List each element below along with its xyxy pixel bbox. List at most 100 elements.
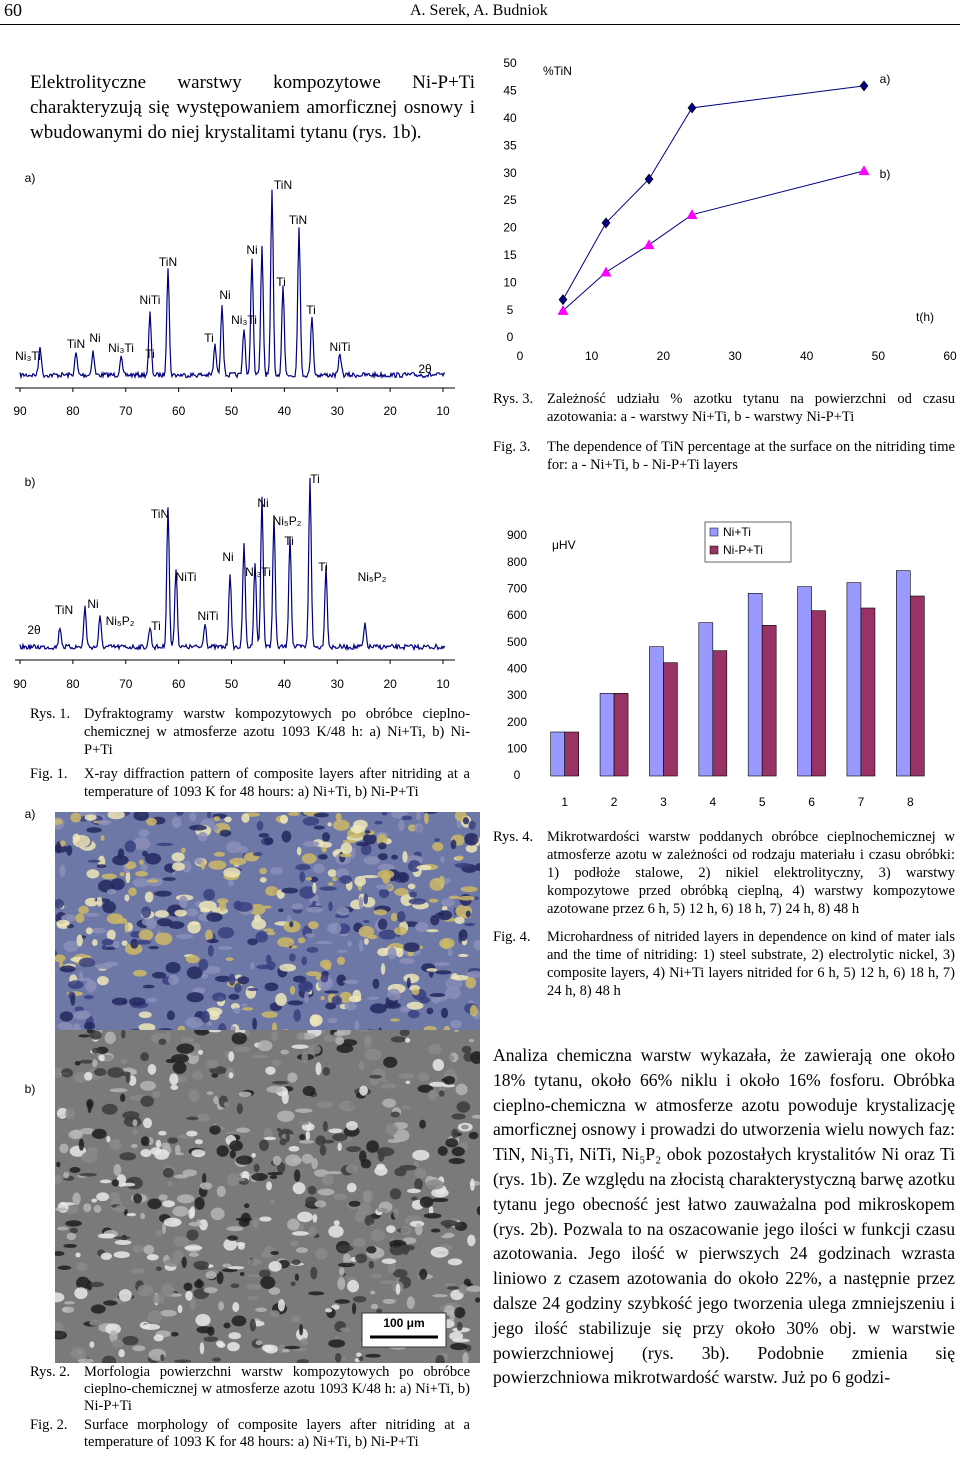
grain	[260, 1251, 272, 1258]
grain	[448, 895, 460, 900]
peak-label: Ti	[284, 534, 294, 548]
caption-text: Zależność udziału % azotku tytanu na pow…	[547, 391, 955, 425]
grain	[466, 1285, 480, 1292]
series-line	[562, 85, 865, 300]
grain	[252, 852, 263, 857]
grain	[440, 856, 445, 863]
grain	[432, 1294, 448, 1298]
grain	[95, 963, 113, 970]
grain	[138, 929, 154, 941]
grain	[112, 940, 120, 949]
grain	[87, 1100, 92, 1114]
grain	[355, 1253, 368, 1264]
fig1-caption: Rys. 1. Dyfraktogramy warstw kompozytowyc…	[30, 705, 470, 807]
grain	[364, 1048, 382, 1061]
grain	[296, 1032, 305, 1041]
header: 60 A. Serek, A. Budniok	[0, 0, 960, 25]
grain	[138, 1011, 152, 1019]
grain	[247, 938, 258, 946]
grain	[320, 974, 329, 983]
grain	[474, 896, 479, 900]
grain	[327, 822, 332, 827]
grain	[156, 842, 174, 847]
legend-label: Ni+Ti	[723, 525, 751, 539]
grain	[378, 888, 390, 899]
grain	[428, 1205, 434, 1216]
grain	[96, 864, 107, 869]
bar	[564, 731, 579, 777]
grain	[312, 882, 317, 894]
grain	[352, 1302, 357, 1315]
grain	[265, 1066, 276, 1075]
grain	[290, 1240, 299, 1247]
x-tick-label: 3	[660, 795, 667, 809]
grain	[442, 1084, 456, 1088]
grain	[202, 1172, 207, 1185]
grain	[213, 1096, 219, 1105]
caption-label: Fig. 3.	[493, 439, 531, 455]
grain	[263, 1136, 277, 1141]
grain	[78, 905, 89, 914]
grain	[291, 1231, 309, 1236]
grain	[255, 931, 268, 943]
grain	[456, 1321, 463, 1331]
peak-label: Ti	[276, 275, 286, 289]
grain	[155, 1266, 163, 1271]
grain	[434, 837, 440, 842]
grain	[359, 1150, 367, 1163]
x-tick-label: 4	[709, 795, 716, 809]
grain	[77, 1358, 94, 1363]
grain	[451, 975, 470, 981]
y-tick-label: 25	[503, 193, 517, 207]
grain	[153, 1334, 164, 1342]
grain	[321, 1174, 334, 1186]
grain	[302, 841, 320, 847]
grain	[175, 812, 184, 816]
grain	[295, 1247, 308, 1254]
grain	[399, 1030, 410, 1037]
caption-label: Fig. 1.	[30, 766, 68, 782]
grain	[412, 1149, 430, 1161]
grain	[67, 980, 84, 990]
grain	[383, 1001, 401, 1009]
grain	[339, 1327, 351, 1332]
grain	[89, 1341, 95, 1348]
grain	[394, 888, 409, 897]
grain	[301, 1051, 309, 1064]
grain	[414, 1178, 423, 1191]
grain	[223, 1101, 230, 1108]
fig2-caption: Rys. 2. Morfologia powierzchni warstw kom…	[30, 1364, 470, 1457]
grain	[181, 860, 192, 873]
grain	[382, 1098, 397, 1108]
y-axis-label: μHV	[552, 538, 576, 552]
caption-text: X-ray diffraction pattern of composite l…	[84, 766, 470, 800]
grain	[72, 833, 81, 843]
grain	[57, 1201, 69, 1213]
intro-text: Elektrolityczne warstwy kompozytowe Ni-P…	[30, 72, 475, 143]
grain	[203, 888, 216, 901]
grain	[187, 921, 201, 934]
grain	[133, 1193, 143, 1204]
grain	[337, 1142, 342, 1152]
grain	[256, 820, 264, 831]
grain	[276, 1127, 281, 1132]
grain	[271, 1030, 279, 1041]
grain	[432, 1059, 445, 1072]
grain	[363, 856, 380, 865]
grain	[342, 1253, 352, 1266]
grain	[216, 1271, 224, 1285]
grain	[344, 1002, 357, 1011]
grain	[476, 1205, 480, 1216]
grain	[313, 825, 325, 830]
grain	[295, 864, 311, 871]
grain	[132, 1129, 138, 1135]
grain	[143, 1244, 155, 1255]
grain	[86, 981, 97, 989]
grain	[236, 1103, 243, 1115]
grain	[60, 840, 66, 847]
grain	[447, 948, 453, 957]
grain	[285, 1129, 290, 1143]
grain	[186, 1229, 199, 1241]
grain	[144, 891, 154, 903]
